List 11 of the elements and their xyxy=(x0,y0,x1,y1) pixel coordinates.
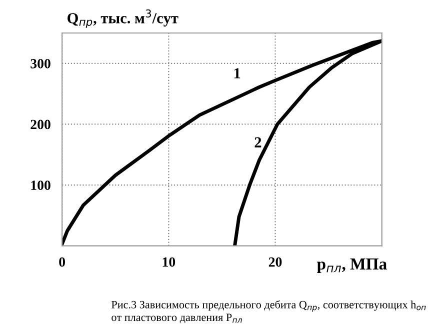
x-tick-label: 10 xyxy=(162,257,176,267)
y-tick-label: 300 xyxy=(30,58,50,68)
x-axis-title: p$_{пл}$, МПа xyxy=(316,258,387,274)
y-tick-label: 100 xyxy=(31,180,50,190)
x-tick-label: 20 xyxy=(268,257,282,267)
y-axis-title: Q$_{пр}$, тыс. м$^{3}$/сут xyxy=(68,9,178,28)
series-label: 1 xyxy=(234,68,240,78)
series-label: 2 xyxy=(254,137,262,148)
x-tick-label: 0 xyxy=(59,257,66,267)
y-tick-label: 200 xyxy=(30,120,50,130)
text: Рис.3 Зависимость предельного дебита Q$_{пр}$, соответствующих h$_{оп}$ от пластового давления P$_{пл}$ xyxy=(112,300,426,324)
